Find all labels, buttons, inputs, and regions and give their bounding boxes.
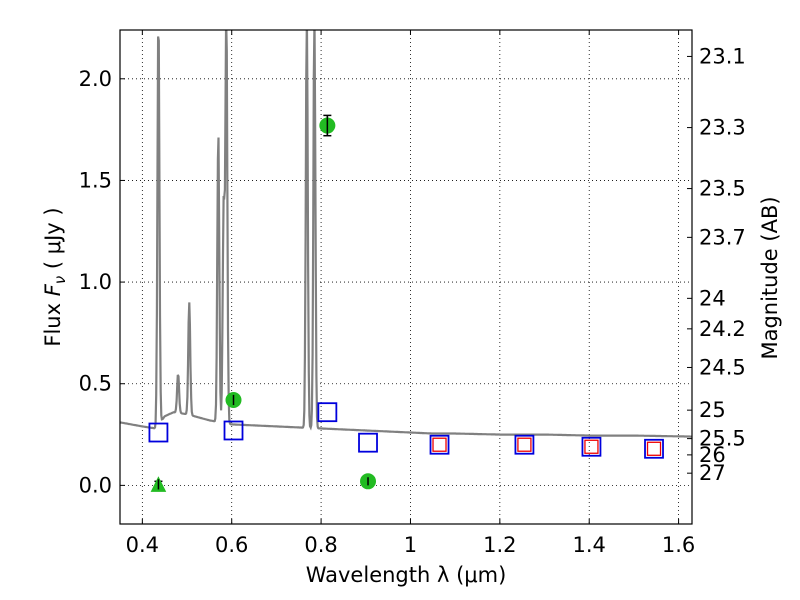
- x-tick-label: 1.4: [573, 533, 606, 557]
- y-axis-label-suffix: ( μJy ): [41, 207, 65, 275]
- model-point-blue: [514, 434, 535, 455]
- y-axis-label-subscript: ν: [51, 276, 69, 284]
- magnitude-tick-label: 23.5: [699, 177, 746, 201]
- model-point-blue: [581, 436, 602, 457]
- right-axis-label: Magnitude (AB): [758, 196, 782, 359]
- magnitude-tick-label: 26: [699, 443, 726, 467]
- data-points: [148, 114, 664, 492]
- y-tick-label: 0.0: [79, 473, 112, 497]
- axis-ticks: [120, 30, 692, 524]
- model-point-blue: [358, 432, 378, 453]
- x-tick-label: 0.4: [126, 533, 159, 557]
- model-point-blue: [429, 434, 450, 455]
- plot-frame: [119, 29, 693, 525]
- magnitude-tick-label: 25: [699, 398, 726, 422]
- x-axis-label: Wavelength λ (μm): [306, 563, 507, 587]
- spectrum-line: [120, 30, 692, 438]
- magnitude-tick-label: 25.5: [699, 427, 746, 451]
- model-point-red: [432, 437, 447, 452]
- magnitude-tick-label: 24.5: [699, 355, 746, 379]
- y-axis-label-symbol: F: [41, 283, 65, 296]
- magnitude-tick-label: 23.1: [699, 44, 746, 68]
- model-point-blue: [223, 420, 244, 441]
- x-tick-label: 1.2: [483, 533, 516, 557]
- y-tick-label: 2.0: [79, 67, 112, 91]
- y-axis-label: Flux Fν ( μJy ): [41, 207, 69, 346]
- x-tick-label: 0.6: [215, 533, 248, 557]
- magnitude-tick-label: 24: [699, 286, 726, 310]
- model-point-blue: [317, 402, 338, 423]
- magnitude-tick-label: 24.2: [699, 317, 746, 341]
- y-tick-label: 1.0: [79, 270, 112, 294]
- model-point-red: [646, 441, 662, 456]
- magnitude-tick-label: 23.3: [699, 116, 746, 140]
- y-tick-label: 0.5: [79, 372, 112, 396]
- spectrum-layer: [120, 30, 692, 438]
- tick-labels: 0.4 0.6 0.8 1 1.2 1.4 1.6 0.0 0.5 1.0 1.5 2.0 23.1 23…: [79, 44, 746, 557]
- magnitude-tick-label: 23.7: [699, 225, 746, 249]
- model-point-red: [517, 437, 532, 452]
- model-point-blue: [644, 438, 664, 459]
- model-point-red: [584, 439, 599, 454]
- y-axis-label-prefix: Flux: [41, 296, 65, 346]
- grid: [120, 30, 692, 524]
- magnitude-tick-label: 27: [699, 461, 726, 485]
- model-point-blue: [148, 422, 169, 443]
- y-tick-label: 1.5: [79, 168, 112, 192]
- x-tick-label: 1.6: [662, 533, 695, 557]
- x-tick-label: 0.8: [304, 533, 337, 557]
- x-tick-label: 1: [404, 533, 417, 557]
